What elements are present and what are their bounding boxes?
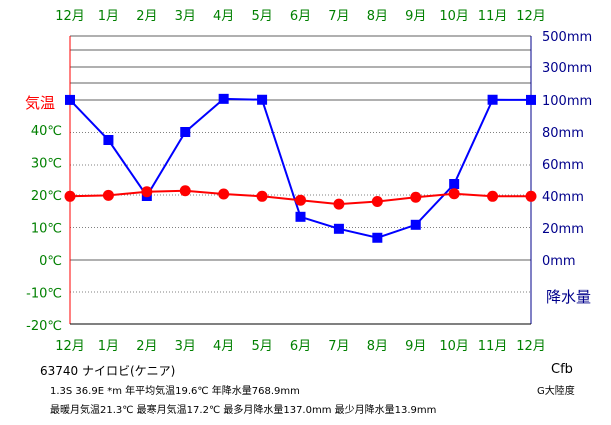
precip-point <box>103 135 114 145</box>
temp-point <box>218 188 230 200</box>
precip-tick-label: 80mm <box>542 126 584 141</box>
temp-point <box>448 188 460 200</box>
month-label: 3月 <box>175 339 196 354</box>
precip-point <box>218 93 229 104</box>
temp-point <box>371 196 383 207</box>
temp-point <box>179 185 191 197</box>
month-label: 12月 <box>55 339 85 354</box>
station-info-line1: 1.3S 36.9E *m 年平均気温19.6℃ 年降水量768.9mm <box>50 386 300 397</box>
month-label: 9月 <box>405 9 426 24</box>
temp-axis-ticks: 40℃ 30℃ 20℃ 10℃ 0℃ -10℃ -20℃ <box>26 124 62 334</box>
temp-point <box>525 190 537 202</box>
month-label: 4月 <box>213 9 234 24</box>
precip-point <box>487 94 498 105</box>
month-label: 11月 <box>478 9 508 24</box>
precip-tick-label: 300mm <box>542 61 592 76</box>
temp-point <box>333 198 345 210</box>
precip-axis-title: 降水量 <box>546 288 591 306</box>
month-label: 2月 <box>136 9 157 24</box>
temp-point <box>256 190 268 202</box>
temp-tick-label: 30℃ <box>31 157 62 172</box>
temp-point <box>102 189 114 201</box>
temp-tick-label: -10℃ <box>26 287 62 302</box>
temp-tick-label: 10℃ <box>31 222 62 237</box>
climate-class: Cfb <box>551 362 573 377</box>
month-label: 7月 <box>328 9 349 24</box>
precip-point <box>449 179 460 189</box>
month-label: 6月 <box>290 339 311 354</box>
precip-point <box>410 219 421 230</box>
month-label: 12月 <box>55 9 85 24</box>
month-label: 12月 <box>516 339 546 354</box>
precip-point <box>180 127 191 137</box>
grid-lines <box>70 35 531 293</box>
precip-series <box>65 93 536 243</box>
precip-tick-label: 60mm <box>542 158 584 173</box>
precip-tick-label: 0mm <box>542 254 576 269</box>
precip-tick-label: 500mm <box>542 30 592 45</box>
precip-point <box>526 94 536 105</box>
month-labels-top: 12月 1月 2月 3月 4月 5月 6月 7月 8月 9月 10月 11月 12月 <box>55 9 546 24</box>
month-label: 5月 <box>251 9 272 24</box>
temp-tick-label: -20℃ <box>26 319 62 334</box>
month-label: 2月 <box>136 339 157 354</box>
month-label: 9月 <box>405 339 426 354</box>
station-info-line2: 最暖月気温21.3℃ 最寒月気温17.2℃ 最多月降水量137.0mm 最少月降… <box>50 405 437 416</box>
month-label: 4月 <box>213 339 234 354</box>
precip-point <box>372 232 383 243</box>
plot-frame <box>69 36 532 325</box>
month-label: 5月 <box>251 339 272 354</box>
precip-tick-label: 40mm <box>542 190 584 205</box>
temp-point <box>487 190 499 202</box>
precip-point <box>295 211 306 222</box>
temp-series <box>64 185 537 210</box>
temp-point <box>295 194 306 206</box>
month-label: 7月 <box>328 339 349 354</box>
month-label: 1月 <box>98 339 119 354</box>
month-label: 10月 <box>439 9 469 24</box>
month-label: 8月 <box>367 339 388 354</box>
precip-tick-label: 100mm <box>542 94 592 109</box>
month-label: 12月 <box>516 9 546 24</box>
precip-point <box>333 223 344 234</box>
month-labels-bottom: 12月 1月 2月 3月 4月 5月 6月 7月 8月 9月 10月 11月 12月 <box>55 339 546 354</box>
precip-point <box>257 94 268 105</box>
temp-tick-label: 20℃ <box>31 189 62 204</box>
precip-tick-label: 20mm <box>542 222 584 237</box>
month-label: 6月 <box>290 9 311 24</box>
precip-point <box>65 94 75 105</box>
region-label: G大陸度 <box>537 386 575 397</box>
precip-axis-ticks: 100mm 80mm 60mm 40mm 20mm 0mm 300mm 500mm <box>542 30 592 269</box>
station-name: 63740 ナイロビ(ケニア) <box>40 364 176 378</box>
temp-axis-title: 気温 <box>25 94 55 112</box>
temp-tick-label: 40℃ <box>31 124 62 139</box>
month-label: 3月 <box>175 9 196 24</box>
month-label: 10月 <box>439 339 469 354</box>
month-label: 11月 <box>478 339 508 354</box>
temp-point <box>64 190 76 202</box>
temp-point <box>141 186 153 198</box>
month-label: 8月 <box>367 9 388 24</box>
temp-tick-label: 0℃ <box>39 254 62 269</box>
temp-point <box>410 191 422 203</box>
month-label: 1月 <box>98 9 119 24</box>
